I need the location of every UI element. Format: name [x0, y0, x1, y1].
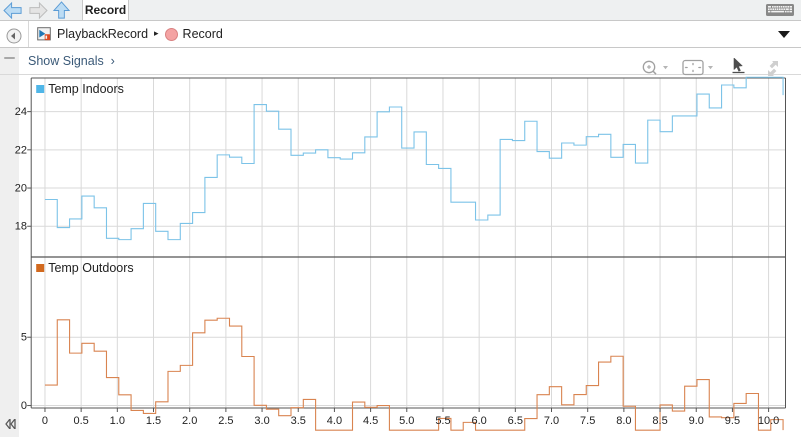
svg-text:3.0: 3.0: [254, 415, 269, 427]
svg-text:4.5: 4.5: [363, 415, 378, 427]
svg-text:2.5: 2.5: [218, 415, 233, 427]
svg-text:3.5: 3.5: [291, 415, 306, 427]
svg-text:Temp Indoors: Temp Indoors: [48, 82, 124, 96]
svg-text:10.0: 10.0: [758, 415, 779, 427]
svg-text:5: 5: [21, 332, 27, 344]
svg-text:8.0: 8.0: [616, 415, 631, 427]
svg-text:0.5: 0.5: [74, 415, 89, 427]
svg-text:0: 0: [21, 400, 27, 412]
svg-text:8.5: 8.5: [652, 415, 667, 427]
svg-text:7.5: 7.5: [580, 415, 595, 427]
svg-text:7.0: 7.0: [544, 415, 559, 427]
svg-text:24: 24: [15, 106, 27, 118]
svg-text:6.5: 6.5: [508, 415, 523, 427]
svg-text:4.0: 4.0: [327, 415, 342, 427]
svg-text:1.5: 1.5: [146, 415, 161, 427]
svg-text:1.0: 1.0: [110, 415, 125, 427]
svg-text:18: 18: [15, 221, 27, 233]
svg-text:6.0: 6.0: [472, 415, 487, 427]
svg-text:5.5: 5.5: [435, 415, 450, 427]
svg-text:22: 22: [15, 144, 27, 156]
svg-text:2.0: 2.0: [182, 415, 197, 427]
svg-text:0: 0: [42, 415, 48, 427]
svg-text:Temp Outdoors: Temp Outdoors: [48, 261, 133, 275]
svg-text:20: 20: [15, 183, 27, 195]
svg-text:9.0: 9.0: [689, 415, 704, 427]
svg-text:5.0: 5.0: [399, 415, 414, 427]
svg-text:9.5: 9.5: [725, 415, 740, 427]
